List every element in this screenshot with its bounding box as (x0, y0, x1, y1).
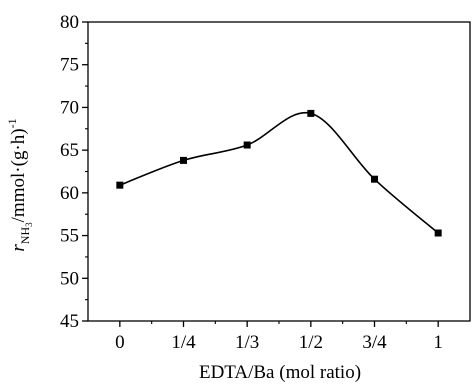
x-axis-ticks: 0 1/4 1/3 1/2 3/4 1 (115, 321, 443, 353)
plot-frame (87, 21, 471, 322)
y-axis-label-symbol: r (8, 244, 29, 252)
data-point (307, 109, 315, 117)
x-tick-label: 1/3 (235, 332, 259, 353)
data-point (434, 229, 442, 237)
x-axis-label: EDTA/Ba (mol ratio) (199, 362, 361, 383)
x-tick-label: 1/4 (171, 332, 196, 353)
data-point (180, 156, 187, 164)
y-tick-label: 45 (60, 311, 79, 332)
data-point (371, 175, 378, 183)
y-tick-label: 50 (60, 268, 79, 289)
y-axis-label: rNH3/mmol·(g·h)-1 (5, 118, 34, 251)
y-axis-label-subscript: NH (18, 227, 32, 245)
data-point (116, 181, 124, 189)
y-axis-label-superscript: -1 (5, 118, 19, 128)
y-tick-label: 75 (60, 55, 79, 76)
y-tick-label: 70 (60, 97, 79, 118)
y-tick-label: 80 (60, 12, 79, 33)
y-tick-label: 60 (60, 183, 79, 204)
x-tick-label: 0 (115, 332, 125, 353)
x-tick-label: 3/4 (362, 332, 387, 353)
data-point (243, 141, 251, 149)
y-axis-label-unit: /mmol·(g·h) (8, 128, 29, 222)
y-tick-label: 55 (60, 226, 79, 247)
y-axis-ticks: 45 50 55 60 65 70 75 80 (60, 12, 88, 332)
plot-border (87, 21, 471, 322)
y-axis-label-sub-subscript: 3 (24, 222, 34, 227)
y-tick-label: 65 (60, 140, 79, 161)
x-tick-label: 1/2 (299, 332, 323, 353)
series-markers (116, 109, 442, 237)
series-line (119, 111, 439, 234)
x-tick-label: 1 (433, 332, 443, 353)
